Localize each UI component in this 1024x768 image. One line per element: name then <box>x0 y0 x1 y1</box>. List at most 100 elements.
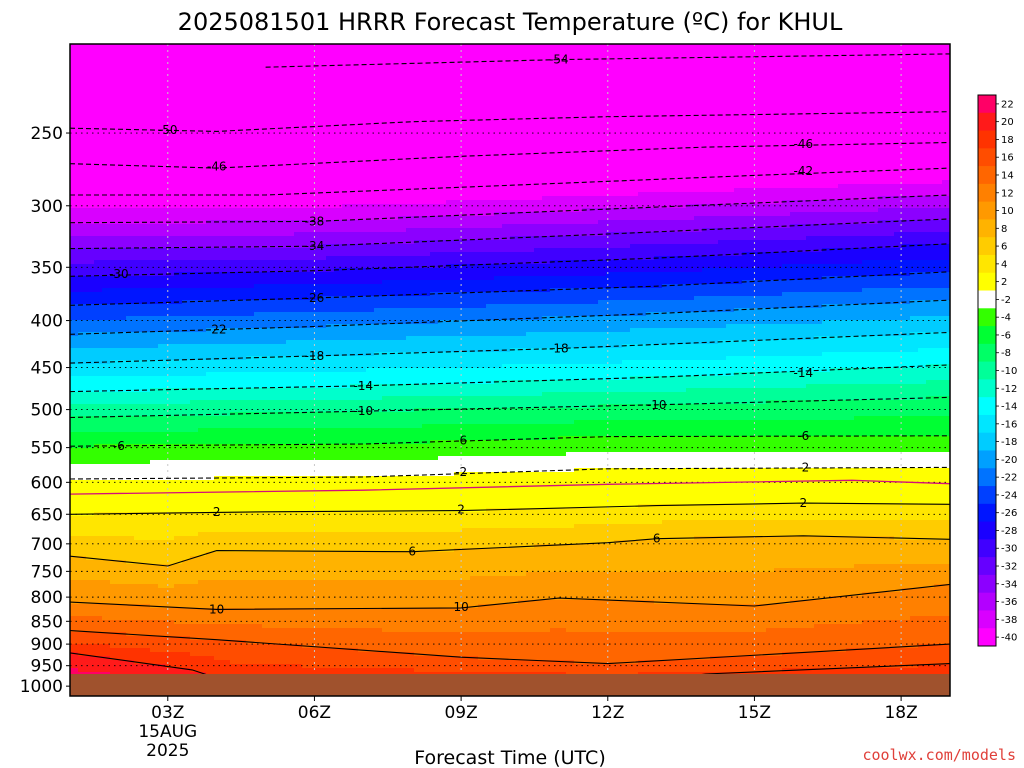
temperature-cell <box>174 208 183 225</box>
temperature-cell <box>934 208 943 221</box>
colorbar-swatch <box>978 326 996 345</box>
temperature-cell <box>318 532 327 553</box>
temperature-cell <box>342 232 351 245</box>
temperature-cell <box>726 468 735 505</box>
temperature-cell <box>894 384 903 401</box>
temperature-cell <box>326 284 335 297</box>
temperature-cell <box>726 376 735 389</box>
temperature-cell <box>238 552 247 581</box>
isotherm-label: -46 <box>207 160 227 174</box>
temperature-cell <box>382 476 391 513</box>
temperature-cell <box>830 568 839 597</box>
temperature-cell <box>910 184 919 197</box>
temperature-cell <box>374 324 383 341</box>
temperature-cell <box>406 652 415 669</box>
temperature-cell <box>894 620 903 649</box>
temperature-cell <box>542 364 551 381</box>
temperature-cell <box>870 384 879 401</box>
temperature-cell <box>630 196 639 209</box>
temperature-cell <box>662 192 671 209</box>
temperature-cell <box>286 340 295 357</box>
temperature-cell <box>302 248 311 261</box>
temperature-cell <box>86 616 95 633</box>
temperature-cell <box>846 336 855 353</box>
temperature-cell <box>670 420 679 437</box>
temperature-cell <box>758 604 767 633</box>
temperature-cell <box>566 528 575 545</box>
temperature-cell <box>806 400 815 421</box>
temperature-cell <box>934 220 943 233</box>
temperature-cell <box>390 652 399 669</box>
temperature-cell <box>534 236 543 249</box>
temperature-cell <box>702 420 711 437</box>
temperature-cell <box>78 556 87 581</box>
temperature-cell <box>118 376 127 393</box>
temperature-cell <box>574 632 583 665</box>
temperature-cell <box>902 564 911 589</box>
temperature-cell <box>838 336 847 353</box>
temperature-cell <box>606 300 615 317</box>
temperature-cell <box>614 632 623 665</box>
temperature-cell <box>190 300 199 317</box>
temperature-cell <box>254 552 263 581</box>
temperature-cell <box>366 384 375 401</box>
temperature-cell <box>374 368 383 385</box>
temperature-cell <box>334 532 343 553</box>
temperature-cell <box>534 348 543 365</box>
temperature-cell <box>598 436 607 453</box>
temperature-cell <box>710 656 719 673</box>
temperature-cell <box>510 396 519 409</box>
temperature-cell <box>126 480 135 513</box>
temperature-cell <box>430 204 439 217</box>
temperature-cell <box>294 628 303 645</box>
temperature-cell <box>254 236 263 249</box>
temperature-cell <box>670 572 679 605</box>
temperature-cell <box>806 600 815 629</box>
temperature-cell <box>486 44 495 201</box>
temperature-cell <box>358 428 367 445</box>
temperature-cell <box>398 608 407 633</box>
temperature-cell <box>870 248 879 261</box>
temperature-cell <box>454 472 463 513</box>
temperature-cell <box>110 536 119 561</box>
temperature-cell <box>510 236 519 253</box>
temperature-cell <box>422 280 431 297</box>
temperature-cell <box>558 276 567 289</box>
temperature-cell <box>134 636 143 649</box>
temperature-cell <box>574 304 583 317</box>
temperature-cell <box>662 632 671 661</box>
temperature-cell <box>526 200 535 213</box>
temperature-cell <box>542 440 551 457</box>
temperature-cell <box>422 424 431 445</box>
temperature-cell <box>910 260 919 273</box>
temperature-cell <box>102 512 111 537</box>
temperature-cell <box>414 408 423 429</box>
temperature-cell <box>622 316 631 333</box>
temperature-cell <box>126 404 135 417</box>
temperature-cell <box>446 264 455 281</box>
temperature-cell <box>758 388 767 405</box>
temperature-cell <box>350 372 359 385</box>
temperature-cell <box>254 400 263 413</box>
temperature-cell <box>942 348 950 365</box>
temperature-cell <box>326 356 335 373</box>
temperature-cell <box>294 284 303 301</box>
temperature-cell <box>438 368 447 385</box>
temperature-cell <box>118 480 127 513</box>
temperature-cell <box>78 432 87 449</box>
temperature-cell <box>142 208 151 225</box>
temperature-cell <box>894 648 903 669</box>
temperature-cell <box>878 592 887 621</box>
temperature-cell <box>110 248 119 261</box>
isotherm-label: 6 <box>653 532 661 546</box>
temperature-cell <box>390 580 399 609</box>
temperature-cell <box>742 520 751 537</box>
temperature-cell <box>510 576 519 605</box>
temperature-cell <box>758 504 767 521</box>
temperature-cell <box>830 596 839 625</box>
temperature-cell <box>382 352 391 369</box>
temperature-cell <box>542 348 551 365</box>
temperature-cell <box>926 44 935 185</box>
temperature-cell <box>614 452 623 469</box>
temperature-cell <box>262 312 271 329</box>
